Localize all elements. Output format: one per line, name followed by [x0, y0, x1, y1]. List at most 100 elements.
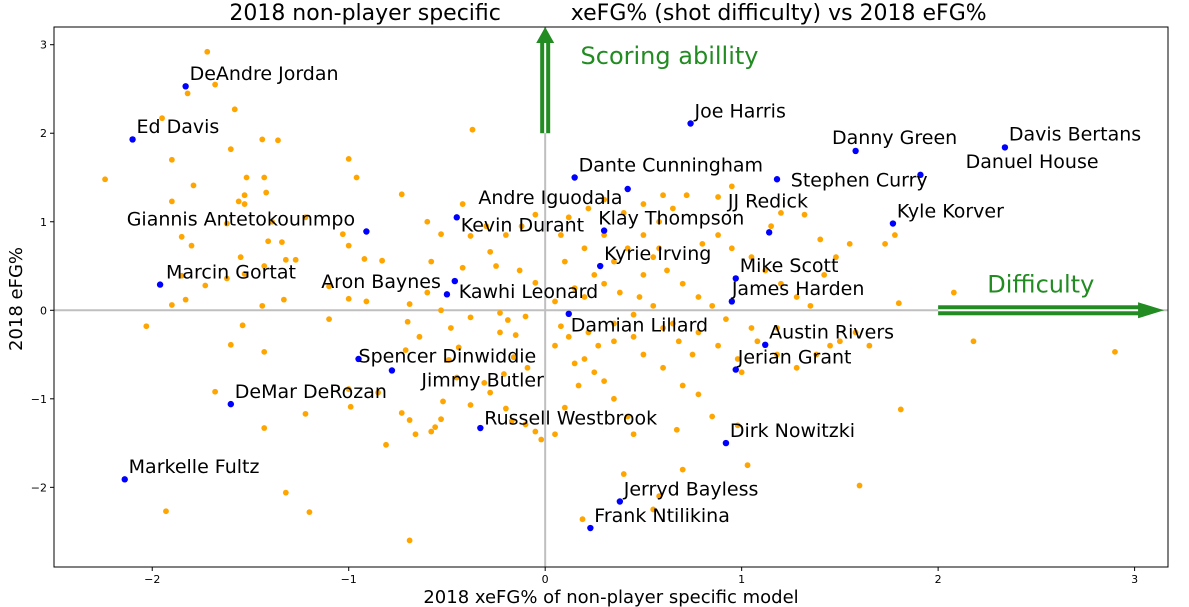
other-point: [481, 379, 488, 386]
highlight-point: [624, 185, 631, 193]
y-tick-label: 3: [40, 39, 47, 52]
other-point: [821, 271, 828, 278]
other-point: [159, 115, 165, 122]
other-point: [469, 126, 476, 133]
other-point: [715, 232, 721, 238]
other-point: [695, 294, 702, 300]
other-point: [483, 223, 490, 230]
highlight-point: [587, 524, 594, 532]
highlight-point: [129, 136, 136, 143]
other-point: [261, 263, 268, 269]
other-point: [524, 364, 531, 371]
other-point: [561, 258, 568, 265]
other-point: [552, 342, 558, 349]
other-point: [265, 238, 272, 245]
other-point: [601, 196, 608, 203]
highlight-point: [732, 275, 739, 282]
other-point: [202, 282, 209, 289]
other-point: [467, 314, 474, 321]
point-label: DeAndre Jordan: [190, 63, 339, 85]
other-point: [882, 240, 888, 247]
other-point: [204, 48, 211, 55]
other-point: [640, 351, 647, 358]
other-point: [487, 248, 494, 255]
highlight-point: [852, 147, 859, 155]
point-label: Davis Bertans: [1009, 123, 1141, 145]
other-point: [406, 301, 413, 307]
other-point: [656, 493, 663, 500]
annotation-label: Scoring abillity: [581, 42, 759, 70]
other-point: [611, 320, 617, 327]
other-point: [595, 342, 602, 349]
other-point: [778, 210, 784, 216]
other-point: [455, 344, 462, 351]
other-point: [339, 231, 346, 238]
other-point: [467, 233, 474, 239]
other-point: [793, 364, 800, 371]
highlight-point: [889, 220, 897, 227]
highlight-point: [565, 310, 572, 318]
other-point: [897, 406, 904, 413]
other-point: [102, 176, 108, 183]
other-point: [259, 302, 266, 309]
other-point: [852, 329, 859, 336]
other-point: [522, 421, 529, 428]
other-point: [679, 280, 686, 287]
other-point: [212, 388, 219, 395]
point-label: Klay Thompson: [598, 207, 744, 229]
other-point: [748, 325, 755, 331]
other-point: [683, 192, 690, 199]
other-point: [552, 298, 558, 305]
other-point: [778, 280, 784, 287]
other-point: [424, 218, 431, 225]
other-point: [833, 254, 839, 261]
other-point: [532, 211, 539, 218]
other-point: [438, 231, 444, 238]
other-point: [326, 316, 332, 323]
other-point: [518, 223, 525, 230]
other-point: [522, 313, 529, 320]
other-point: [416, 333, 423, 340]
point-label: Kyle Korver: [897, 200, 1004, 222]
highlight-point: [363, 228, 370, 235]
other-point: [636, 294, 643, 300]
other-point: [581, 294, 588, 300]
other-point: [624, 413, 631, 420]
other-point: [241, 192, 248, 199]
other-point: [611, 258, 617, 265]
y-axis-title: 2018 eFG%: [6, 247, 27, 351]
other-point: [601, 232, 608, 238]
other-point: [970, 338, 977, 345]
highlight-point: [571, 174, 578, 181]
other-point: [591, 271, 598, 278]
highlight-point: [1001, 144, 1009, 151]
x-tick-label: 1: [738, 573, 745, 586]
up-arrow-head: [536, 27, 555, 43]
highlight-point: [732, 366, 739, 373]
other-point: [231, 106, 238, 113]
other-point: [178, 233, 185, 240]
other-point: [269, 218, 275, 225]
other-point: [728, 183, 735, 190]
other-point: [398, 410, 405, 416]
point-label: Jerian Grant: [737, 346, 852, 368]
other-point: [650, 302, 657, 309]
other-point: [709, 413, 716, 420]
other-point: [817, 236, 824, 243]
point-label: Andre Iguodala: [478, 187, 622, 209]
x-tick-label: −1: [341, 573, 357, 586]
y-tick-label: 0: [40, 304, 47, 317]
other-point: [689, 351, 696, 358]
point-label: Frank Ntilikina: [594, 505, 730, 527]
highlight-point: [687, 120, 694, 127]
other-point: [168, 302, 175, 308]
highlight-point: [156, 281, 164, 288]
other-point: [379, 257, 386, 264]
other-point: [493, 263, 499, 269]
point-label: Giannis Antetokounmpo: [127, 208, 355, 230]
other-point: [774, 351, 780, 358]
point-label: Mike Scott: [740, 255, 839, 277]
y-tick-label: 1: [40, 216, 47, 229]
